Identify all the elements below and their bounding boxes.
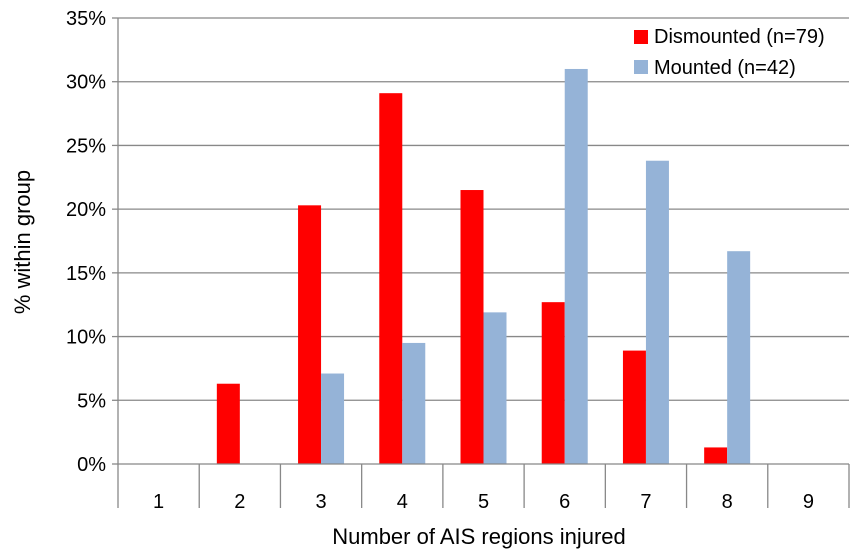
bar-mounted [727, 251, 751, 464]
x-tick-label: 6 [559, 491, 570, 513]
x-tick-label: 5 [478, 491, 489, 513]
y-tick-label: 30% [66, 72, 106, 94]
y-tick-label: 35% [66, 8, 106, 30]
y-tick-label: 20% [66, 199, 106, 221]
bar-mounted [402, 342, 426, 464]
x-tick-label: 3 [315, 491, 326, 513]
x-tick-labels: 1 2 3 4 5 6 7 8 9 [153, 491, 814, 513]
legend-label-mounted: Mounted (n=42) [654, 57, 796, 79]
bar-mounted [483, 312, 507, 464]
bar-dismounted [460, 190, 484, 464]
y-axis-title: % within group [10, 170, 35, 314]
bar-dismounted [541, 302, 565, 464]
legend-label-dismounted: Dismounted (n=79) [654, 26, 825, 48]
axes [117, 18, 850, 508]
y-tick-labels: 0% 5% 10% 15% 20% 25% 30% 35% [66, 8, 106, 476]
y-tick-label: 10% [66, 327, 106, 349]
y-tick-label: 0% [77, 454, 106, 476]
x-axis-title: Number of AIS regions injured [332, 524, 626, 549]
y-tick-label: 5% [77, 390, 106, 412]
bars [216, 68, 751, 464]
x-tick-label: 2 [234, 491, 245, 513]
bar-dismounted [379, 93, 403, 464]
y-tick-label: 25% [66, 135, 106, 157]
legend: Dismounted (n=79) Mounted (n=42) [634, 26, 825, 79]
x-tick-label: 4 [397, 491, 408, 513]
x-tick-label: 8 [722, 491, 733, 513]
legend-swatch-dismounted [634, 30, 648, 44]
x-tick-label: 7 [640, 491, 651, 513]
legend-swatch-mounted [634, 60, 648, 74]
bar-dismounted [298, 205, 322, 464]
bar-dismounted [216, 383, 240, 464]
y-tick-label: 15% [66, 263, 106, 285]
bar-mounted [564, 68, 588, 464]
bar-mounted [645, 160, 669, 464]
bar-dismounted [622, 350, 646, 464]
x-tick-label: 1 [153, 491, 164, 513]
bar-mounted [321, 373, 345, 464]
bar-dismounted [704, 447, 728, 464]
x-tick-label: 9 [803, 491, 814, 513]
